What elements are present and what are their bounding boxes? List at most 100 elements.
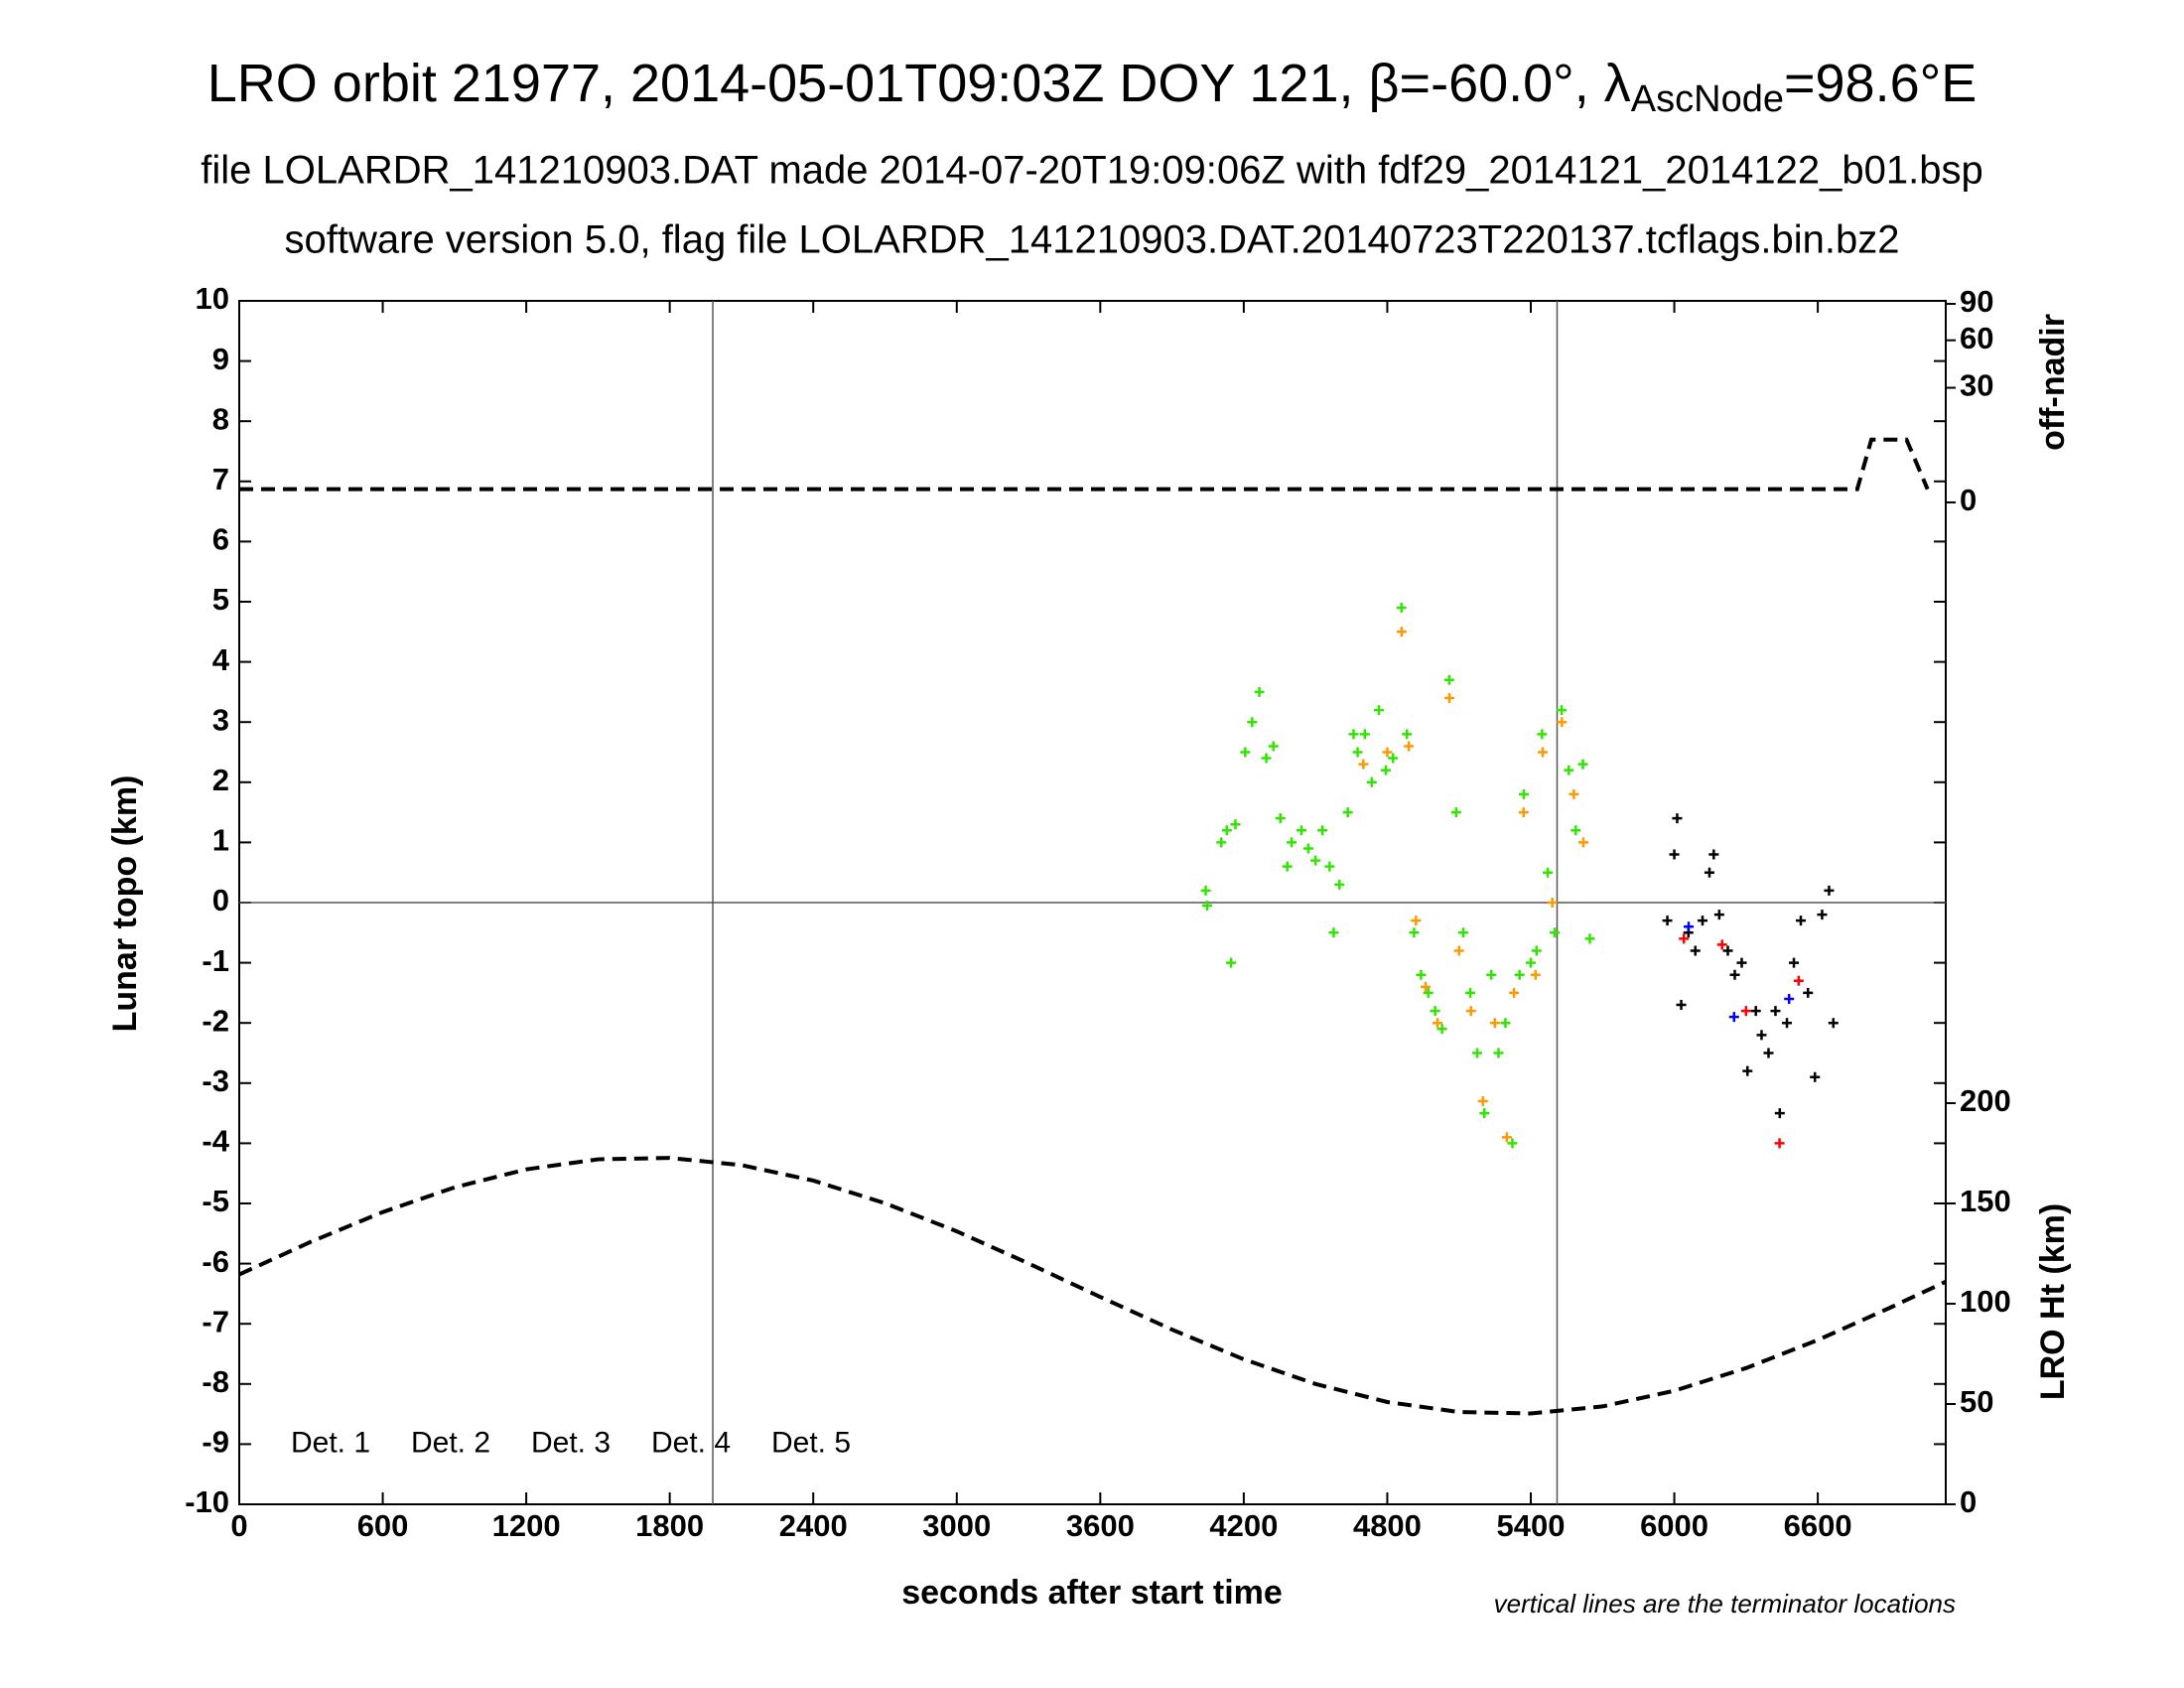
point xyxy=(1328,927,1339,938)
point xyxy=(1226,957,1237,968)
point xyxy=(1436,1024,1447,1035)
point xyxy=(1268,741,1279,752)
point xyxy=(1817,910,1828,920)
point xyxy=(1443,674,1454,685)
point xyxy=(1453,945,1464,956)
y-tick-label: 3 xyxy=(212,702,229,737)
point xyxy=(1770,1006,1781,1017)
point xyxy=(1479,1108,1490,1119)
point xyxy=(1750,1006,1761,1017)
point xyxy=(1550,927,1561,938)
point xyxy=(1465,987,1476,998)
point xyxy=(1538,747,1549,758)
y2ticks-label: 60 xyxy=(1960,321,1993,355)
point xyxy=(1569,788,1579,799)
title-main: LRO orbit 21977, 2014-05-01T09:03Z DOY 1… xyxy=(207,54,1631,113)
point xyxy=(1697,915,1707,926)
point xyxy=(1716,939,1727,950)
point xyxy=(1679,933,1690,944)
x-tick-label: 600 xyxy=(357,1508,409,1543)
x-tick-label: 4200 xyxy=(1209,1508,1278,1543)
point xyxy=(1713,910,1724,920)
x-tick-label: 6000 xyxy=(1640,1508,1708,1543)
y-tick-label: -7 xyxy=(202,1304,229,1338)
point xyxy=(1742,1065,1753,1076)
point xyxy=(1493,1048,1504,1058)
point xyxy=(1763,1048,1774,1058)
point xyxy=(1789,957,1800,968)
y-tick-label: -2 xyxy=(202,1003,229,1038)
point xyxy=(1310,855,1321,866)
point xyxy=(1564,765,1574,775)
point xyxy=(1740,1006,1751,1017)
point xyxy=(1793,975,1804,986)
y-tick-label: -9 xyxy=(202,1425,229,1460)
point xyxy=(1526,957,1536,968)
x-tick-label: 3600 xyxy=(1066,1508,1135,1543)
point xyxy=(1261,753,1272,764)
point xyxy=(1708,849,1719,860)
point xyxy=(1430,1006,1440,1017)
y-tick-label: -1 xyxy=(202,943,229,978)
y-tick-label: -10 xyxy=(185,1484,229,1519)
y-tick-label: 0 xyxy=(212,883,229,917)
y-tick-label: 9 xyxy=(212,342,229,376)
point xyxy=(1784,993,1795,1004)
title-subscript: AscNode xyxy=(1631,78,1784,120)
point xyxy=(1782,1018,1793,1029)
subtitle: software version 5.0, flag file LOLARDR_… xyxy=(285,218,1900,262)
point xyxy=(1672,813,1683,824)
y-tick-label: -8 xyxy=(202,1364,229,1399)
x-axis-label: seconds after start time xyxy=(901,1574,1283,1612)
y-tick-label: 4 xyxy=(212,642,230,677)
point xyxy=(1557,717,1568,728)
point xyxy=(1530,969,1541,980)
point xyxy=(1500,1018,1511,1029)
point xyxy=(1216,837,1227,848)
point xyxy=(1824,885,1835,896)
y-tick-label: 5 xyxy=(212,582,229,617)
point xyxy=(1519,788,1530,799)
lro-height-line xyxy=(238,1156,1947,1416)
y-tick-label: -5 xyxy=(202,1184,229,1218)
point xyxy=(1221,825,1232,836)
point xyxy=(1704,867,1714,878)
point xyxy=(1774,1108,1785,1119)
y-tick-label: 10 xyxy=(196,281,229,316)
note: vertical lines are the terminator locati… xyxy=(1494,1589,1956,1618)
point xyxy=(1662,915,1673,926)
x-tick-label: 1200 xyxy=(492,1508,561,1543)
y-tick-label: 2 xyxy=(212,763,229,797)
y2ticks-label: 0 xyxy=(1960,483,1977,517)
point xyxy=(1507,1138,1518,1149)
point xyxy=(1514,969,1525,980)
point xyxy=(1810,1071,1821,1082)
point xyxy=(1282,861,1293,872)
y-tick-label: 8 xyxy=(212,401,229,436)
subtitle: file LOLARDR_141210903.DAT made 2014-07-… xyxy=(201,149,1982,193)
x-tick-label: 5400 xyxy=(1497,1508,1566,1543)
legend-label: Det. 1 xyxy=(291,1426,370,1459)
chart-title: LRO orbit 21977, 2014-05-01T09:03Z DOY 1… xyxy=(207,54,1977,120)
y3-axis-label: LRO Ht (km) xyxy=(2034,1203,2072,1400)
x-tick-label: 6600 xyxy=(1784,1508,1852,1543)
x-tick-label: 0 xyxy=(230,1508,247,1543)
point xyxy=(1458,927,1469,938)
x-tick-label: 2400 xyxy=(779,1508,848,1543)
point xyxy=(1584,933,1595,944)
point xyxy=(1409,927,1420,938)
y2ticks-label: 30 xyxy=(1960,368,1993,403)
y3ticks-label: 150 xyxy=(1960,1184,2011,1218)
y-tick-label: 1 xyxy=(212,823,229,858)
point xyxy=(1416,969,1427,980)
legend-label: Det. 4 xyxy=(651,1426,731,1459)
point xyxy=(1200,885,1211,896)
point xyxy=(1380,765,1391,775)
legend-label: Det. 2 xyxy=(411,1426,490,1459)
point xyxy=(1366,776,1377,787)
point xyxy=(1358,759,1369,770)
point xyxy=(1531,945,1542,956)
y2ticks-label: 90 xyxy=(1960,284,1993,319)
point xyxy=(1489,1018,1500,1029)
